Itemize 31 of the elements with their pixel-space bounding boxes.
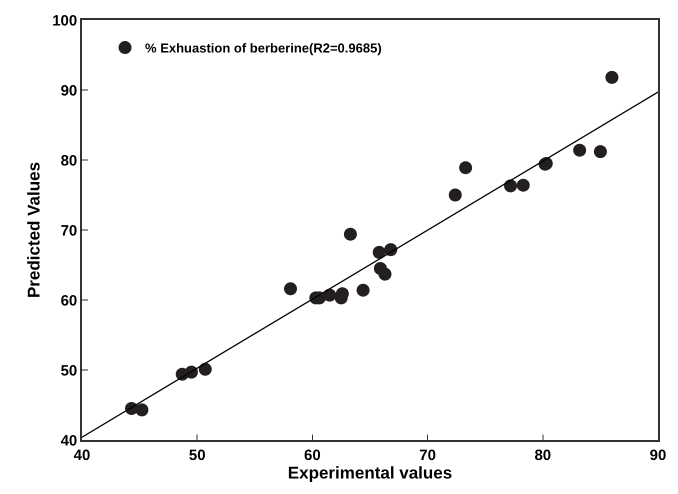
point — [135, 403, 148, 416]
x-tick-label: 80 — [534, 446, 552, 464]
point — [504, 179, 518, 192]
y-tick-label: 60 — [60, 292, 78, 310]
point — [323, 288, 336, 302]
point — [594, 145, 607, 158]
x-tick-label: 70 — [419, 446, 436, 464]
point — [344, 228, 357, 241]
y-tick-label: 50 — [60, 362, 78, 380]
y-tick-label: 80 — [60, 152, 78, 170]
x-tick-label: 50 — [188, 446, 206, 464]
point — [448, 188, 462, 202]
point — [284, 282, 298, 296]
y-tick-label: 100 — [52, 12, 78, 30]
legend-label: % Exhuastion of berberine(R2=0.9685) — [145, 40, 382, 56]
x-tick-label: 40 — [74, 446, 90, 464]
x-tick-label: 60 — [304, 446, 321, 464]
point — [378, 268, 392, 281]
point — [516, 178, 530, 192]
point — [605, 70, 618, 84]
point — [459, 161, 472, 174]
point — [198, 362, 212, 376]
point — [356, 284, 370, 297]
y-tick-label: 70 — [60, 222, 78, 240]
x-tick-label: 90 — [650, 446, 666, 464]
y-tick-label: 40 — [60, 432, 78, 450]
point — [372, 246, 386, 259]
y-axis-title: Predicted Values — [24, 162, 44, 298]
x-axis-title: Experimental values — [288, 464, 452, 483]
y-tick-label: 90 — [60, 82, 78, 100]
point — [573, 144, 586, 157]
